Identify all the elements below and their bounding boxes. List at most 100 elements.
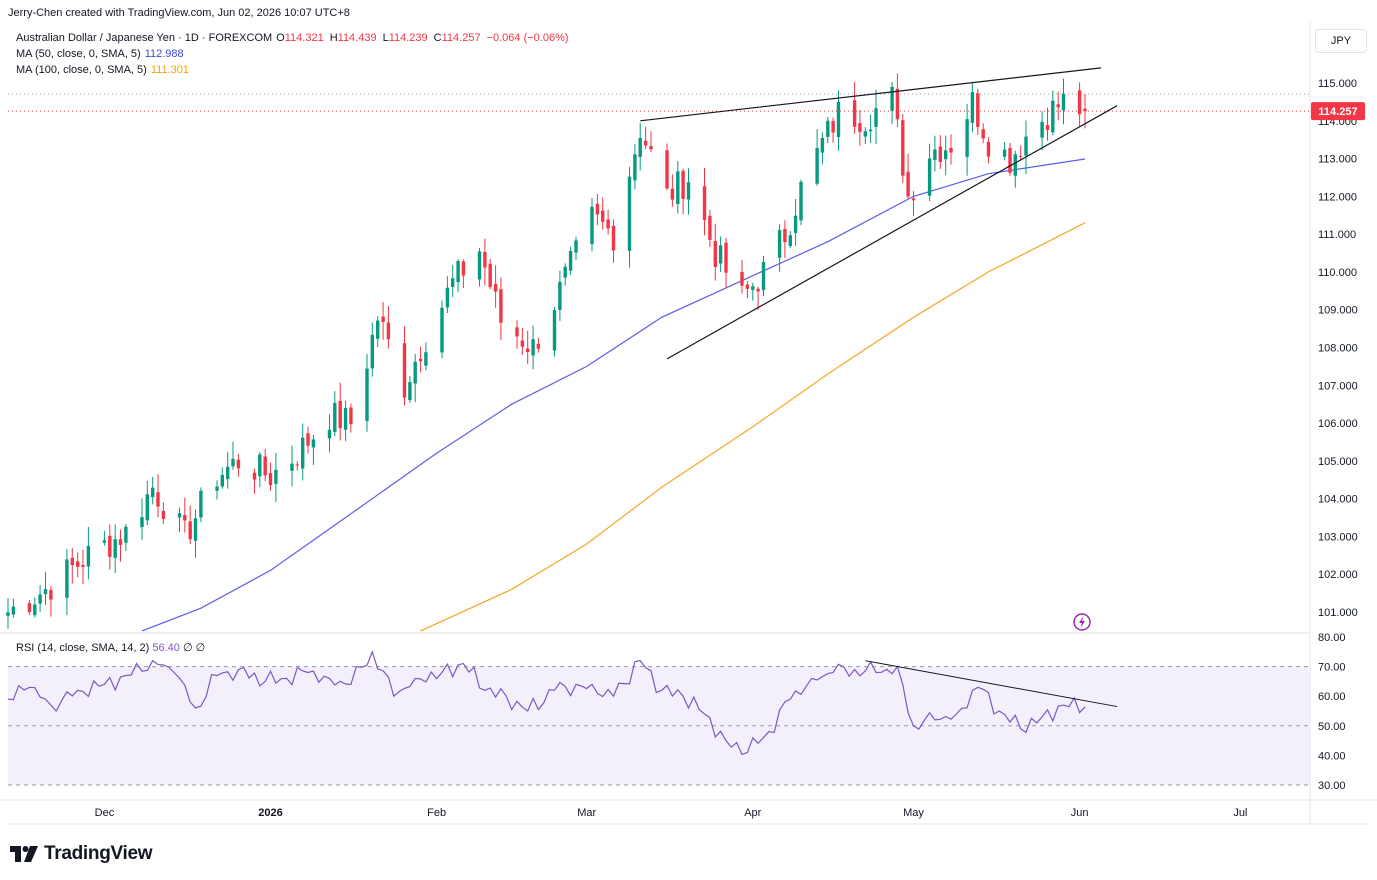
- candle-body: [976, 93, 980, 127]
- candle-body: [140, 517, 144, 528]
- candle-body: [526, 348, 530, 352]
- rsi-tick-label: 40.00: [1318, 750, 1346, 762]
- candle-body: [440, 307, 444, 353]
- candle-body: [1040, 121, 1044, 138]
- candle-body: [413, 361, 417, 384]
- candle-body: [799, 181, 803, 221]
- price-tick-label: 110.000: [1318, 267, 1357, 279]
- currency-label: JPY: [1330, 35, 1352, 47]
- candle-body: [301, 437, 305, 469]
- candle-body: [365, 368, 369, 421]
- candle-body: [381, 316, 385, 322]
- time-tick-label: Jun: [1071, 807, 1089, 819]
- lightning-icon[interactable]: [1073, 613, 1091, 631]
- candle-body: [451, 278, 455, 287]
- candle-body: [724, 242, 728, 273]
- candle-body: [290, 463, 294, 471]
- candle-body: [65, 559, 69, 598]
- chart-axes: 101.000 102.000 103.000 104.000 105.000 106.0…: [95, 78, 1358, 819]
- candle-body: [418, 358, 423, 362]
- candle-body: [601, 210, 605, 222]
- currency-button[interactable]: JPY: [1315, 29, 1367, 53]
- price-tick-label: 102.000: [1318, 569, 1358, 581]
- candle-body: [574, 240, 578, 253]
- close-label: C: [433, 32, 442, 44]
- candle-body: [183, 515, 187, 521]
- candle-body: [306, 433, 310, 446]
- candle-body: [874, 108, 878, 127]
- tradingview-logo-icon: [10, 846, 38, 862]
- candle-body: [906, 171, 910, 197]
- credit-line: Jerry-Chen created with TradingView.com,…: [8, 7, 350, 19]
- candle-body: [777, 230, 782, 258]
- candle-body: [386, 322, 391, 340]
- candle-body: [118, 539, 123, 545]
- candle-body: [193, 518, 198, 541]
- candle-body: [643, 140, 648, 146]
- candle-body: [483, 252, 487, 268]
- candle-body: [424, 352, 428, 366]
- candle-body: [1051, 100, 1055, 133]
- candle-body: [477, 251, 482, 280]
- symbol-title[interactable]: Australian Dollar / Japanese Yen · 1D · …: [16, 32, 273, 44]
- rsi-trendline: [865, 660, 1118, 708]
- price-trendline-upper: [640, 67, 1102, 122]
- time-tick-label: Mar: [577, 807, 596, 819]
- candle-body: [81, 564, 85, 567]
- chart-grid: [0, 22, 1377, 825]
- candle-body: [1024, 136, 1028, 156]
- candle-body: [1008, 147, 1012, 173]
- candle-body: [686, 182, 691, 200]
- candle-body: [665, 150, 669, 189]
- candle-body: [252, 472, 257, 480]
- rsi-panel: [7, 649, 1310, 786]
- candle-body: [820, 138, 825, 153]
- candle-body: [793, 215, 798, 233]
- price-tick-label: 106.000: [1318, 418, 1358, 430]
- low-label: L: [382, 32, 389, 44]
- candle-body: [627, 176, 632, 251]
- candle-body: [199, 490, 203, 518]
- time-tick-label: Dec: [95, 807, 115, 819]
- candle-body: [590, 206, 594, 245]
- candle-body: [333, 402, 337, 432]
- candle-body: [890, 86, 894, 111]
- candle-body: [488, 263, 492, 288]
- price-tick-label: 115.000: [1318, 78, 1357, 90]
- candle-body: [536, 343, 541, 349]
- candle-body: [552, 310, 557, 351]
- candle-body: [86, 545, 91, 567]
- price-tick-label: 101.000: [1318, 607, 1358, 619]
- candle-body: [1019, 155, 1023, 157]
- price-trendline-lower: [666, 105, 1118, 360]
- candle-body: [408, 382, 412, 401]
- ma50-legend-row[interactable]: MA (50, close, 0, SMA, 5) 112.988: [16, 46, 569, 62]
- close-value: 114.257: [441, 32, 481, 44]
- candle-body: [965, 119, 969, 157]
- candle-body: [788, 235, 792, 246]
- ma100-value: 111.301: [150, 64, 189, 76]
- candle-body: [113, 539, 117, 558]
- candle-body: [740, 272, 744, 286]
- ma100-legend-row[interactable]: MA (100, close, 0, SMA, 5) 111.301: [16, 62, 569, 78]
- candle-body: [895, 88, 900, 120]
- candle-body: [43, 589, 48, 595]
- candle-body: [708, 215, 712, 240]
- price-tag-text: 114.257: [1318, 106, 1357, 118]
- candle-body: [1002, 149, 1007, 157]
- rsi-legend[interactable]: RSI (14, close, SMA, 14, 2) 56.40 ∅ ∅: [16, 641, 205, 654]
- candle-body: [863, 131, 867, 137]
- candle-body: [815, 148, 819, 184]
- candle-body: [226, 466, 230, 480]
- trendlines[interactable]: [640, 67, 1118, 708]
- candle-body: [681, 170, 685, 199]
- candle-body: [338, 400, 342, 429]
- candle-body: [676, 171, 680, 204]
- tradingview-logo[interactable]: TradingView: [10, 843, 153, 865]
- candle-body: [268, 473, 273, 486]
- candle-body: [38, 594, 42, 604]
- candle-body: [649, 146, 653, 150]
- candle-body: [1083, 108, 1087, 112]
- ma100-line: [420, 222, 1086, 632]
